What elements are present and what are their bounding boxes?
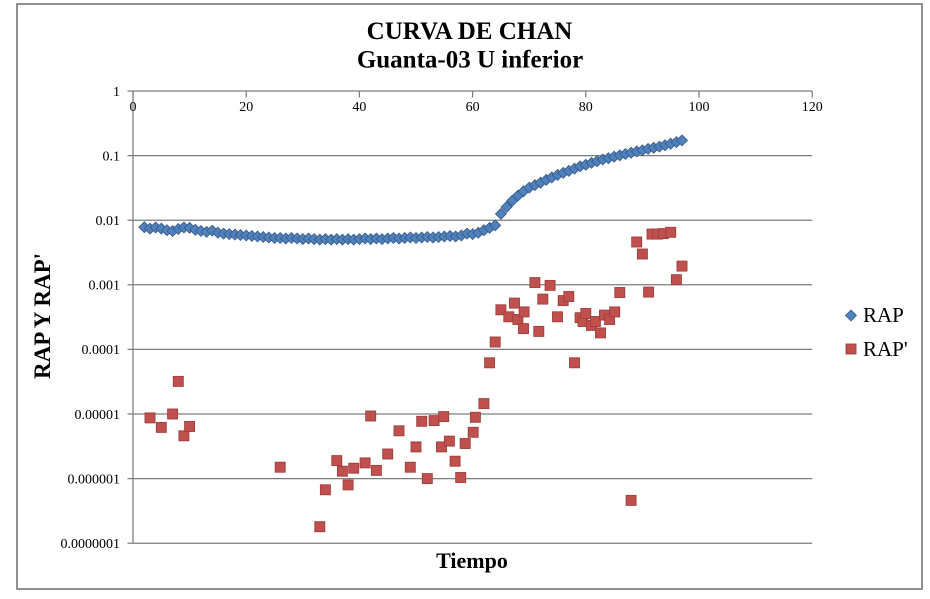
svg-text:RAP': RAP' [863,337,908,361]
svg-text:0.0001: 0.0001 [82,343,121,358]
svg-text:0.001: 0.001 [89,279,121,294]
svg-text:120: 120 [802,100,823,115]
svg-text:Tiempo: Tiempo [436,548,508,573]
svg-text:CURVA DE CHAN: CURVA DE CHAN [367,18,573,45]
svg-text:60: 60 [466,100,480,115]
svg-text:0.00001: 0.00001 [75,408,121,423]
svg-text:Guanta-03 U inferior: Guanta-03 U inferior [357,47,583,74]
svg-text:0.000001: 0.000001 [68,472,121,487]
svg-text:0: 0 [130,100,137,115]
svg-text:0.01: 0.01 [96,214,121,229]
svg-text:0.1: 0.1 [103,149,121,164]
svg-text:40: 40 [352,100,366,115]
svg-text:RAP Y RAP': RAP Y RAP' [30,253,55,379]
svg-text:20: 20 [239,100,253,115]
svg-text:80: 80 [579,100,593,115]
svg-text:0.0000001: 0.0000001 [61,537,121,552]
svg-text:1: 1 [113,85,120,100]
svg-text:RAP: RAP [863,303,904,327]
svg-text:100: 100 [689,100,710,115]
